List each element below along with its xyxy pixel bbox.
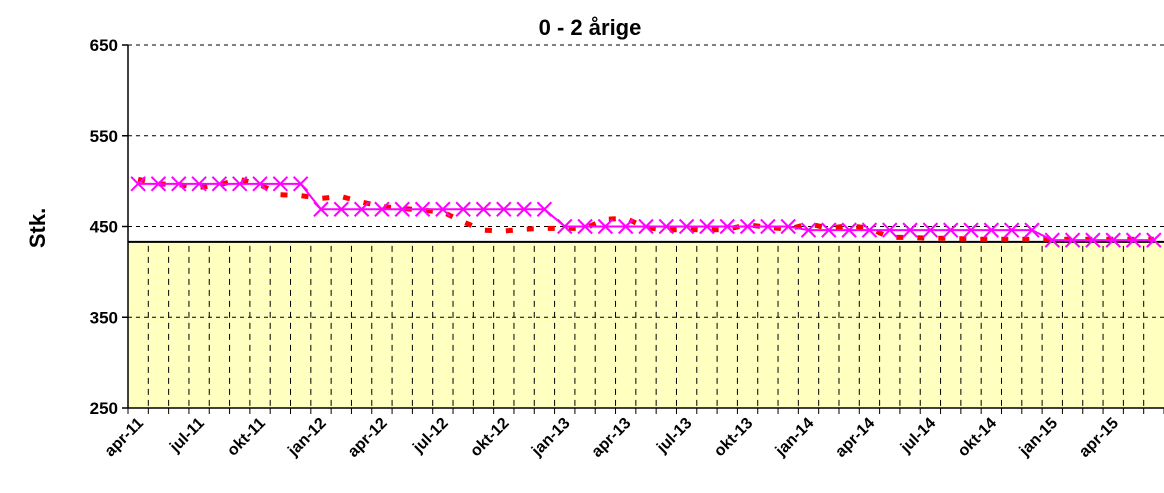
series-point-marker xyxy=(922,222,939,238)
y-tick-label: 550 xyxy=(90,127,118,146)
x-tick-label: okt-12 xyxy=(467,415,512,460)
x-tick-label: jan-12 xyxy=(284,415,329,460)
x-tick-label: jan-14 xyxy=(772,415,817,460)
series-point-marker xyxy=(435,201,451,217)
series-point-marker xyxy=(1024,222,1040,238)
series-point-marker xyxy=(699,218,715,235)
series-point-marker xyxy=(638,218,654,235)
series-point-marker xyxy=(577,218,593,235)
y-tick-label: 350 xyxy=(90,308,118,327)
series-point-marker xyxy=(516,201,532,217)
x-tick-label: jul-12 xyxy=(409,415,451,457)
series-point-marker xyxy=(658,218,675,235)
series-point-marker xyxy=(1064,232,1081,248)
x-tick-label: jul-11 xyxy=(166,415,208,457)
series-point-marker xyxy=(191,176,207,192)
series-point-marker xyxy=(232,176,248,192)
series-point-marker xyxy=(841,222,857,238)
series-point-marker xyxy=(1125,232,1142,248)
y-tick-label: 450 xyxy=(90,218,118,237)
series-point-marker xyxy=(861,222,878,238)
chart-title: 0 - 2 årige xyxy=(539,15,642,40)
x-tick-label: jan-13 xyxy=(528,415,573,460)
series-point-marker xyxy=(414,201,431,217)
series-point-marker xyxy=(678,218,695,235)
x-tick-label: okt-14 xyxy=(955,415,1000,460)
x-tick-label: okt-11 xyxy=(224,415,269,460)
x-tick-label: jul-14 xyxy=(897,415,939,457)
series-point-marker xyxy=(1105,232,1121,248)
x-tick-label: apr-15 xyxy=(1076,415,1122,461)
series-point-marker xyxy=(983,222,1000,238)
series-point-marker xyxy=(963,222,979,238)
series-point-marker xyxy=(394,201,410,217)
series-point-marker xyxy=(1003,222,1020,238)
x-tick-label: apr-11 xyxy=(102,415,147,460)
series-point-marker xyxy=(882,222,898,238)
series-point-marker xyxy=(1146,232,1162,248)
series-point-marker xyxy=(475,201,492,217)
series-point-marker xyxy=(821,222,837,238)
series-point-marker xyxy=(760,218,776,235)
series-point-marker xyxy=(313,201,329,217)
series-point-marker xyxy=(1044,232,1060,248)
series-point-marker xyxy=(902,222,918,238)
series-point-marker xyxy=(719,218,735,235)
x-tick-label: apr-13 xyxy=(589,415,635,461)
series-point-marker xyxy=(171,176,187,192)
series-point-marker xyxy=(130,176,146,192)
series-point-marker xyxy=(780,218,796,235)
series-point-marker xyxy=(272,176,289,192)
series-point-marker xyxy=(353,201,370,217)
series-point-marker xyxy=(455,201,471,217)
series-point-marker xyxy=(496,201,512,217)
y-tick-label: 650 xyxy=(90,36,118,55)
series-layer xyxy=(130,176,1162,248)
x-tick-label: okt-13 xyxy=(711,415,756,460)
series-point-marker xyxy=(739,218,756,235)
x-tick-label: jul-13 xyxy=(653,415,695,457)
series-point-marker xyxy=(374,201,390,217)
series-point-marker xyxy=(150,176,167,192)
x-tick-label: apr-12 xyxy=(345,415,391,461)
y-tick-label: 250 xyxy=(90,399,118,418)
plot-area xyxy=(128,240,1164,408)
series-point-marker xyxy=(536,201,553,217)
series-point-marker xyxy=(333,201,350,217)
series-line-dashed xyxy=(137,176,1154,242)
x-tick-label: apr-14 xyxy=(832,415,878,461)
series-point-marker xyxy=(942,222,959,238)
series-point-marker xyxy=(252,176,268,192)
series-line-solid xyxy=(138,182,1154,242)
series-point-marker xyxy=(557,218,573,235)
y-axis-label: Stk. xyxy=(25,208,50,248)
series-point-marker xyxy=(617,218,634,235)
gridlines xyxy=(128,44,1164,408)
series-point-marker xyxy=(800,222,817,238)
series-point-marker xyxy=(1085,232,1101,248)
shaded-area xyxy=(128,241,1164,408)
series-point-marker xyxy=(292,176,309,192)
axes xyxy=(122,44,1164,414)
series-point-marker xyxy=(597,218,614,235)
x-tick-label: jan-15 xyxy=(1016,415,1061,460)
series-point-marker xyxy=(211,176,228,192)
